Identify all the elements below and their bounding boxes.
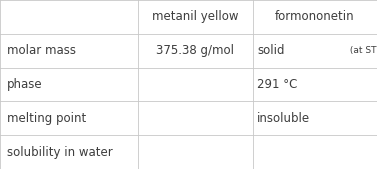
Text: 291 °C: 291 °C — [257, 78, 297, 91]
Text: phase: phase — [7, 78, 42, 91]
Text: (at STP): (at STP) — [347, 46, 377, 55]
Text: 375.38 g/mol: 375.38 g/mol — [156, 44, 234, 57]
Text: melting point: melting point — [7, 112, 86, 125]
Text: solubility in water: solubility in water — [7, 146, 113, 159]
Text: formononetin: formononetin — [275, 10, 355, 23]
Text: metanil yellow: metanil yellow — [152, 10, 238, 23]
Text: insoluble: insoluble — [257, 112, 310, 125]
Text: molar mass: molar mass — [7, 44, 76, 57]
Text: solid: solid — [257, 44, 285, 57]
